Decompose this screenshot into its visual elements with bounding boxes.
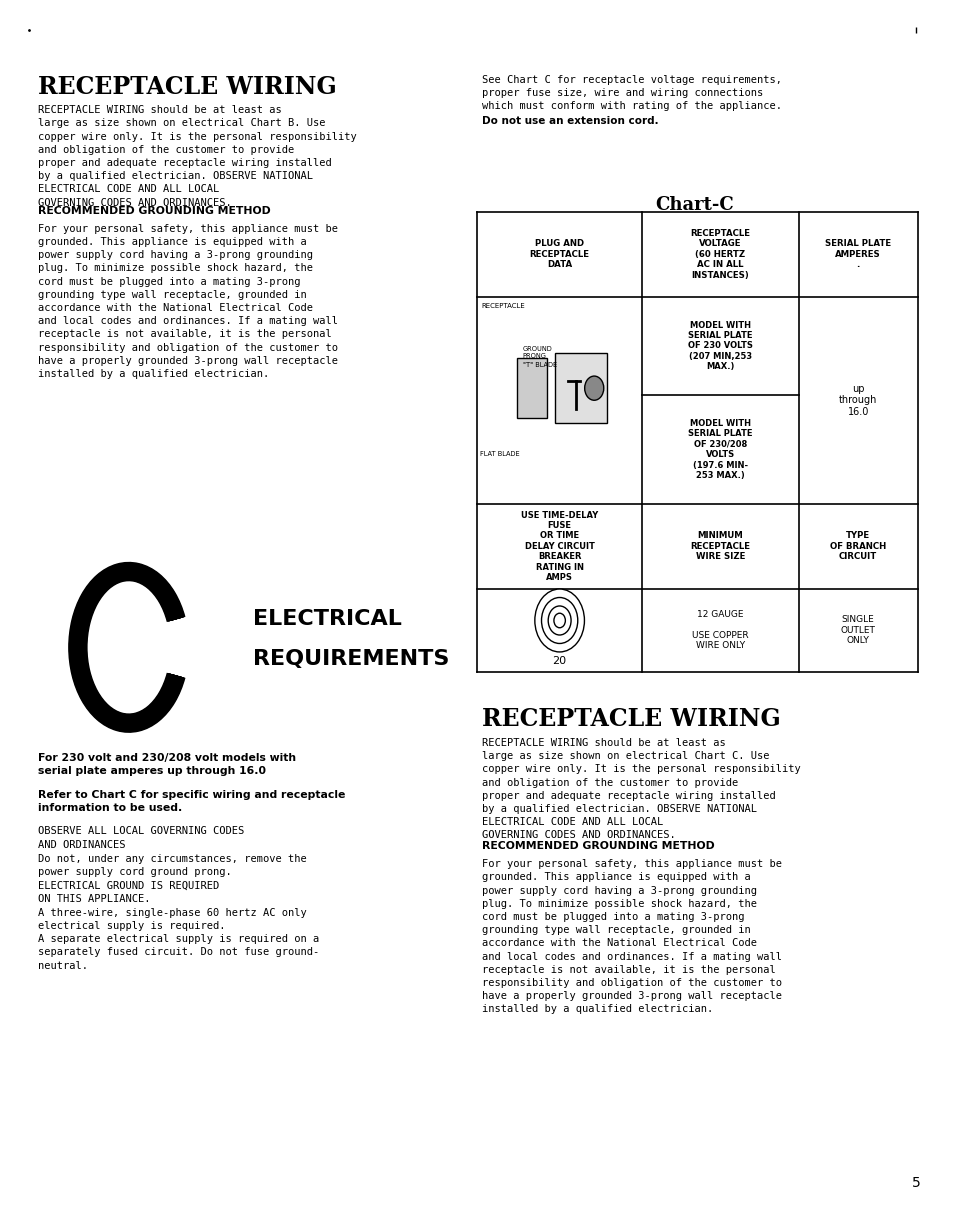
Text: GROUND
PRONG: GROUND PRONG: [522, 346, 552, 359]
Text: 5: 5: [911, 1176, 920, 1191]
Circle shape: [554, 613, 565, 628]
Text: ELECTRICAL: ELECTRICAL: [253, 609, 401, 629]
Text: RECEPTACLE WIRING should be at least as
large as size shown on electrical Chart : RECEPTACLE WIRING should be at least as …: [481, 738, 800, 841]
Text: Do not use an extension cord.: Do not use an extension cord.: [481, 116, 658, 126]
Text: For your personal safety, this appliance must be
grounded. This appliance is equ: For your personal safety, this appliance…: [481, 859, 781, 1014]
Circle shape: [541, 598, 578, 644]
Text: Refer to Chart C for specific wiring and receptacle
information to be used.: Refer to Chart C for specific wiring and…: [38, 790, 345, 813]
Text: A three-wire, single-phase 60 hertz AC only
electrical supply is required.: A three-wire, single-phase 60 hertz AC o…: [38, 908, 307, 930]
Text: PLUG AND
RECEPTACLE
DATA: PLUG AND RECEPTACLE DATA: [529, 240, 589, 269]
Text: MODEL WITH
SERIAL PLATE
OF 230 VOLTS
(207 MIN,253
MAX.): MODEL WITH SERIAL PLATE OF 230 VOLTS (20…: [687, 321, 752, 371]
Circle shape: [535, 589, 584, 652]
Text: RECEPTACLE WIRING: RECEPTACLE WIRING: [481, 707, 780, 731]
Text: SINGLE
OUTLET
ONLY: SINGLE OUTLET ONLY: [840, 615, 875, 645]
Text: RECOMMENDED GROUNDING METHOD: RECOMMENDED GROUNDING METHOD: [481, 841, 714, 851]
Text: up
through
16.0: up through 16.0: [839, 384, 877, 417]
Text: "T" BLADE: "T" BLADE: [522, 362, 557, 368]
Text: SERIAL PLATE
AMPERES
.: SERIAL PLATE AMPERES .: [824, 240, 890, 269]
Text: USE TIME-DELAY
FUSE
OR TIME
DELAY CIRCUIT
BREAKER
RATING IN
AMPS: USE TIME-DELAY FUSE OR TIME DELAY CIRCUI…: [520, 511, 598, 582]
Circle shape: [584, 376, 603, 401]
Text: RECEPTACLE: RECEPTACLE: [481, 302, 525, 309]
Text: RECEPTACLE WIRING should be at least as
large as size shown on electrical Chart : RECEPTACLE WIRING should be at least as …: [38, 105, 356, 208]
Text: FLAT BLADE: FLAT BLADE: [479, 451, 519, 457]
Text: Chart-C: Chart-C: [655, 196, 733, 214]
Text: For 230 volt and 230/208 volt models with
serial plate amperes up through 16.0: For 230 volt and 230/208 volt models wit…: [38, 753, 296, 776]
Text: 20: 20: [552, 656, 566, 666]
Text: ELECTRICAL GROUND IS REQUIRED
ON THIS APPLIANCE.: ELECTRICAL GROUND IS REQUIRED ON THIS AP…: [38, 881, 219, 904]
Text: OBSERVE ALL LOCAL GOVERNING CODES
AND ORDINANCES: OBSERVE ALL LOCAL GOVERNING CODES AND OR…: [38, 826, 244, 849]
Text: A separate electrical supply is required on a
separately fused circuit. Do not f: A separate electrical supply is required…: [38, 934, 319, 970]
Text: 12 GAUGE

USE COPPER
WIRE ONLY: 12 GAUGE USE COPPER WIRE ONLY: [692, 610, 748, 650]
Bar: [555, 353, 607, 424]
Text: RECOMMENDED GROUNDING METHOD: RECOMMENDED GROUNDING METHOD: [38, 206, 271, 215]
Circle shape: [548, 606, 571, 635]
Text: RECEPTACLE
VOLTAGE
(60 HERTZ
AC IN ALL
INSTANCES): RECEPTACLE VOLTAGE (60 HERTZ AC IN ALL I…: [690, 229, 750, 280]
Bar: [517, 358, 547, 419]
Text: See Chart C for receptacle voltage requirements,
proper fuse size, wire and wiri: See Chart C for receptacle voltage requi…: [481, 75, 781, 111]
Text: For your personal safety, this appliance must be
grounded. This appliance is equ: For your personal safety, this appliance…: [38, 224, 337, 379]
Text: MINIMUM
RECEPTACLE
WIRE SIZE: MINIMUM RECEPTACLE WIRE SIZE: [690, 531, 750, 561]
Text: RECEPTACLE WIRING: RECEPTACLE WIRING: [38, 75, 336, 99]
Text: Do not, under any circumstances, remove the
power supply cord ground prong.: Do not, under any circumstances, remove …: [38, 854, 307, 877]
Text: REQUIREMENTS: REQUIREMENTS: [253, 649, 449, 669]
Text: MODEL WITH
SERIAL PLATE
OF 230/208
VOLTS
(197.6 MIN-
253 MAX.): MODEL WITH SERIAL PLATE OF 230/208 VOLTS…: [687, 419, 752, 480]
Text: TYPE
OF BRANCH
CIRCUIT: TYPE OF BRANCH CIRCUIT: [829, 531, 885, 561]
